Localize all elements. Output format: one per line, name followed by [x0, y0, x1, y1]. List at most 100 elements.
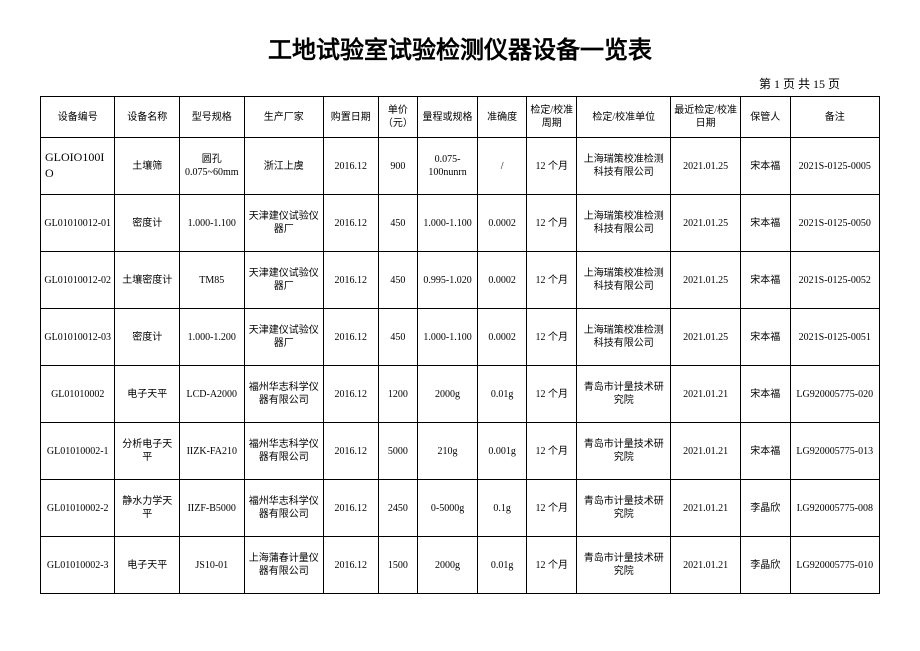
- table-cell: 12 个月: [527, 423, 577, 480]
- table-cell: 2021S-0125-0050: [790, 195, 879, 252]
- table-cell: GL01010012-01: [41, 195, 115, 252]
- table-cell: 0.01g: [477, 366, 527, 423]
- table-cell: 12 个月: [527, 366, 577, 423]
- table-cell: 土壤密度计: [115, 252, 180, 309]
- table-cell: 0.01g: [477, 537, 527, 594]
- table-cell: 青岛市计量技术研究院: [577, 537, 671, 594]
- col-header: 保管人: [740, 97, 790, 138]
- table-cell: 天津建仪试验仪器厂: [244, 309, 323, 366]
- table-cell: 青岛市计量技术研究院: [577, 480, 671, 537]
- table-cell: 2016.12: [323, 252, 378, 309]
- table-cell: IIZK-FA210: [180, 423, 245, 480]
- table-cell: 2016.12: [323, 138, 378, 195]
- pager-text: 第 1 页 共 15 页: [40, 75, 880, 92]
- table-cell: JS10-01: [180, 537, 245, 594]
- table-cell: 天津建仪试验仪器厂: [244, 195, 323, 252]
- table-row: GL01010012-01密度计1.000-1.100天津建仪试验仪器厂2016…: [41, 195, 880, 252]
- table-cell: 12 个月: [527, 138, 577, 195]
- table-cell: 2021.01.25: [671, 138, 741, 195]
- table-row: GL01010002-1分析电子天平IIZK-FA210福州华志科学仪器有限公司…: [41, 423, 880, 480]
- table-cell: 2016.12: [323, 480, 378, 537]
- col-header: 单价（元）: [378, 97, 418, 138]
- table-cell: 2000g: [418, 537, 478, 594]
- table-cell: 0.001g: [477, 423, 527, 480]
- table-cell: TM85: [180, 252, 245, 309]
- table-header-row: 设备编号 设备名称 型号规格 生产厂家 购置日期 单价（元） 量程或规格 准确度…: [41, 97, 880, 138]
- table-cell: 圆孔0.075~60mm: [180, 138, 245, 195]
- table-cell: 0.1g: [477, 480, 527, 537]
- table-cell: 0.0002: [477, 309, 527, 366]
- table-cell: 0.995-1.020: [418, 252, 478, 309]
- table-cell: 2021.01.25: [671, 309, 741, 366]
- table-cell: GL01010002-2: [41, 480, 115, 537]
- col-header: 设备名称: [115, 97, 180, 138]
- col-header: 购置日期: [323, 97, 378, 138]
- table-cell: 450: [378, 252, 418, 309]
- table-cell: 1.000-1.100: [180, 195, 245, 252]
- table-cell: 2021S-0125-0005: [790, 138, 879, 195]
- col-header: 检定/校准周期: [527, 97, 577, 138]
- equipment-table: 设备编号 设备名称 型号规格 生产厂家 购置日期 单价（元） 量程或规格 准确度…: [40, 96, 880, 594]
- table-cell: 5000: [378, 423, 418, 480]
- table-cell: 1.000-1.100: [418, 195, 478, 252]
- table-cell: 上海瑞策校准检测科技有限公司: [577, 309, 671, 366]
- table-row: GL01010012-02土壤密度计TM85天津建仪试验仪器厂2016.1245…: [41, 252, 880, 309]
- table-cell: 电子天平: [115, 366, 180, 423]
- table-cell: 天津建仪试验仪器厂: [244, 252, 323, 309]
- table-cell: 浙江上虞: [244, 138, 323, 195]
- table-cell: 宋本福: [740, 252, 790, 309]
- table-cell: 分析电子天平: [115, 423, 180, 480]
- table-cell: /: [477, 138, 527, 195]
- table-cell: 上海瑞策校准检测科技有限公司: [577, 195, 671, 252]
- table-cell: LG920005775-020: [790, 366, 879, 423]
- table-cell: 李晶欣: [740, 480, 790, 537]
- table-cell: 福州华志科学仪器有限公司: [244, 366, 323, 423]
- table-cell: LG920005775-010: [790, 537, 879, 594]
- col-header: 设备编号: [41, 97, 115, 138]
- col-header: 生产厂家: [244, 97, 323, 138]
- table-cell: 2021.01.25: [671, 195, 741, 252]
- table-cell: 宋本福: [740, 138, 790, 195]
- table-cell: 2021.01.25: [671, 252, 741, 309]
- table-cell: 上海瑞策校准检测科技有限公司: [577, 138, 671, 195]
- table-cell: 0.075-100nunrn: [418, 138, 478, 195]
- table-cell: 12 个月: [527, 480, 577, 537]
- table-cell: 12 个月: [527, 537, 577, 594]
- table-cell: LCD-A2000: [180, 366, 245, 423]
- table-cell: 2021.01.21: [671, 480, 741, 537]
- col-header: 准确度: [477, 97, 527, 138]
- table-body: GLOIO100IO土壤筛圆孔0.075~60mm浙江上虞2016.129000…: [41, 138, 880, 594]
- table-cell: 900: [378, 138, 418, 195]
- table-cell: 2000g: [418, 366, 478, 423]
- table-cell: IIZF-B5000: [180, 480, 245, 537]
- table-cell: 450: [378, 309, 418, 366]
- table-cell: GLOIO100IO: [41, 138, 115, 195]
- table-row: GL01010012-03密度计1.000-1.200天津建仪试验仪器厂2016…: [41, 309, 880, 366]
- table-cell: 宋本福: [740, 423, 790, 480]
- table-cell: GL01010002-3: [41, 537, 115, 594]
- table-row: GL01010002-2静水力学天平IIZF-B5000福州华志科学仪器有限公司…: [41, 480, 880, 537]
- table-cell: 2016.12: [323, 366, 378, 423]
- table-cell: 2016.12: [323, 537, 378, 594]
- table-cell: LG920005775-013: [790, 423, 879, 480]
- table-cell: 宋本福: [740, 309, 790, 366]
- table-cell: GL01010002-1: [41, 423, 115, 480]
- table-cell: 福州华志科学仪器有限公司: [244, 423, 323, 480]
- table-cell: 2016.12: [323, 423, 378, 480]
- table-cell: 青岛市计量技术研究院: [577, 366, 671, 423]
- table-cell: 2021S-0125-0051: [790, 309, 879, 366]
- table-cell: 电子天平: [115, 537, 180, 594]
- table-cell: I.G920005775-008: [790, 480, 879, 537]
- table-row: GLOIO100IO土壤筛圆孔0.075~60mm浙江上虞2016.129000…: [41, 138, 880, 195]
- table-cell: 12 个月: [527, 309, 577, 366]
- table-cell: 1.000-1.100: [418, 309, 478, 366]
- table-row: GL01010002-3电子天平JS10-01上海蒲春计量仪器有限公司2016.…: [41, 537, 880, 594]
- table-cell: 2021.01.21: [671, 537, 741, 594]
- col-header: 型号规格: [180, 97, 245, 138]
- table-cell: 李晶欣: [740, 537, 790, 594]
- col-header: 备注: [790, 97, 879, 138]
- table-row: GL01010002电子天平LCD-A2000福州华志科学仪器有限公司2016.…: [41, 366, 880, 423]
- table-cell: 2021.01.21: [671, 366, 741, 423]
- table-cell: 密度计: [115, 195, 180, 252]
- table-cell: 密度计: [115, 309, 180, 366]
